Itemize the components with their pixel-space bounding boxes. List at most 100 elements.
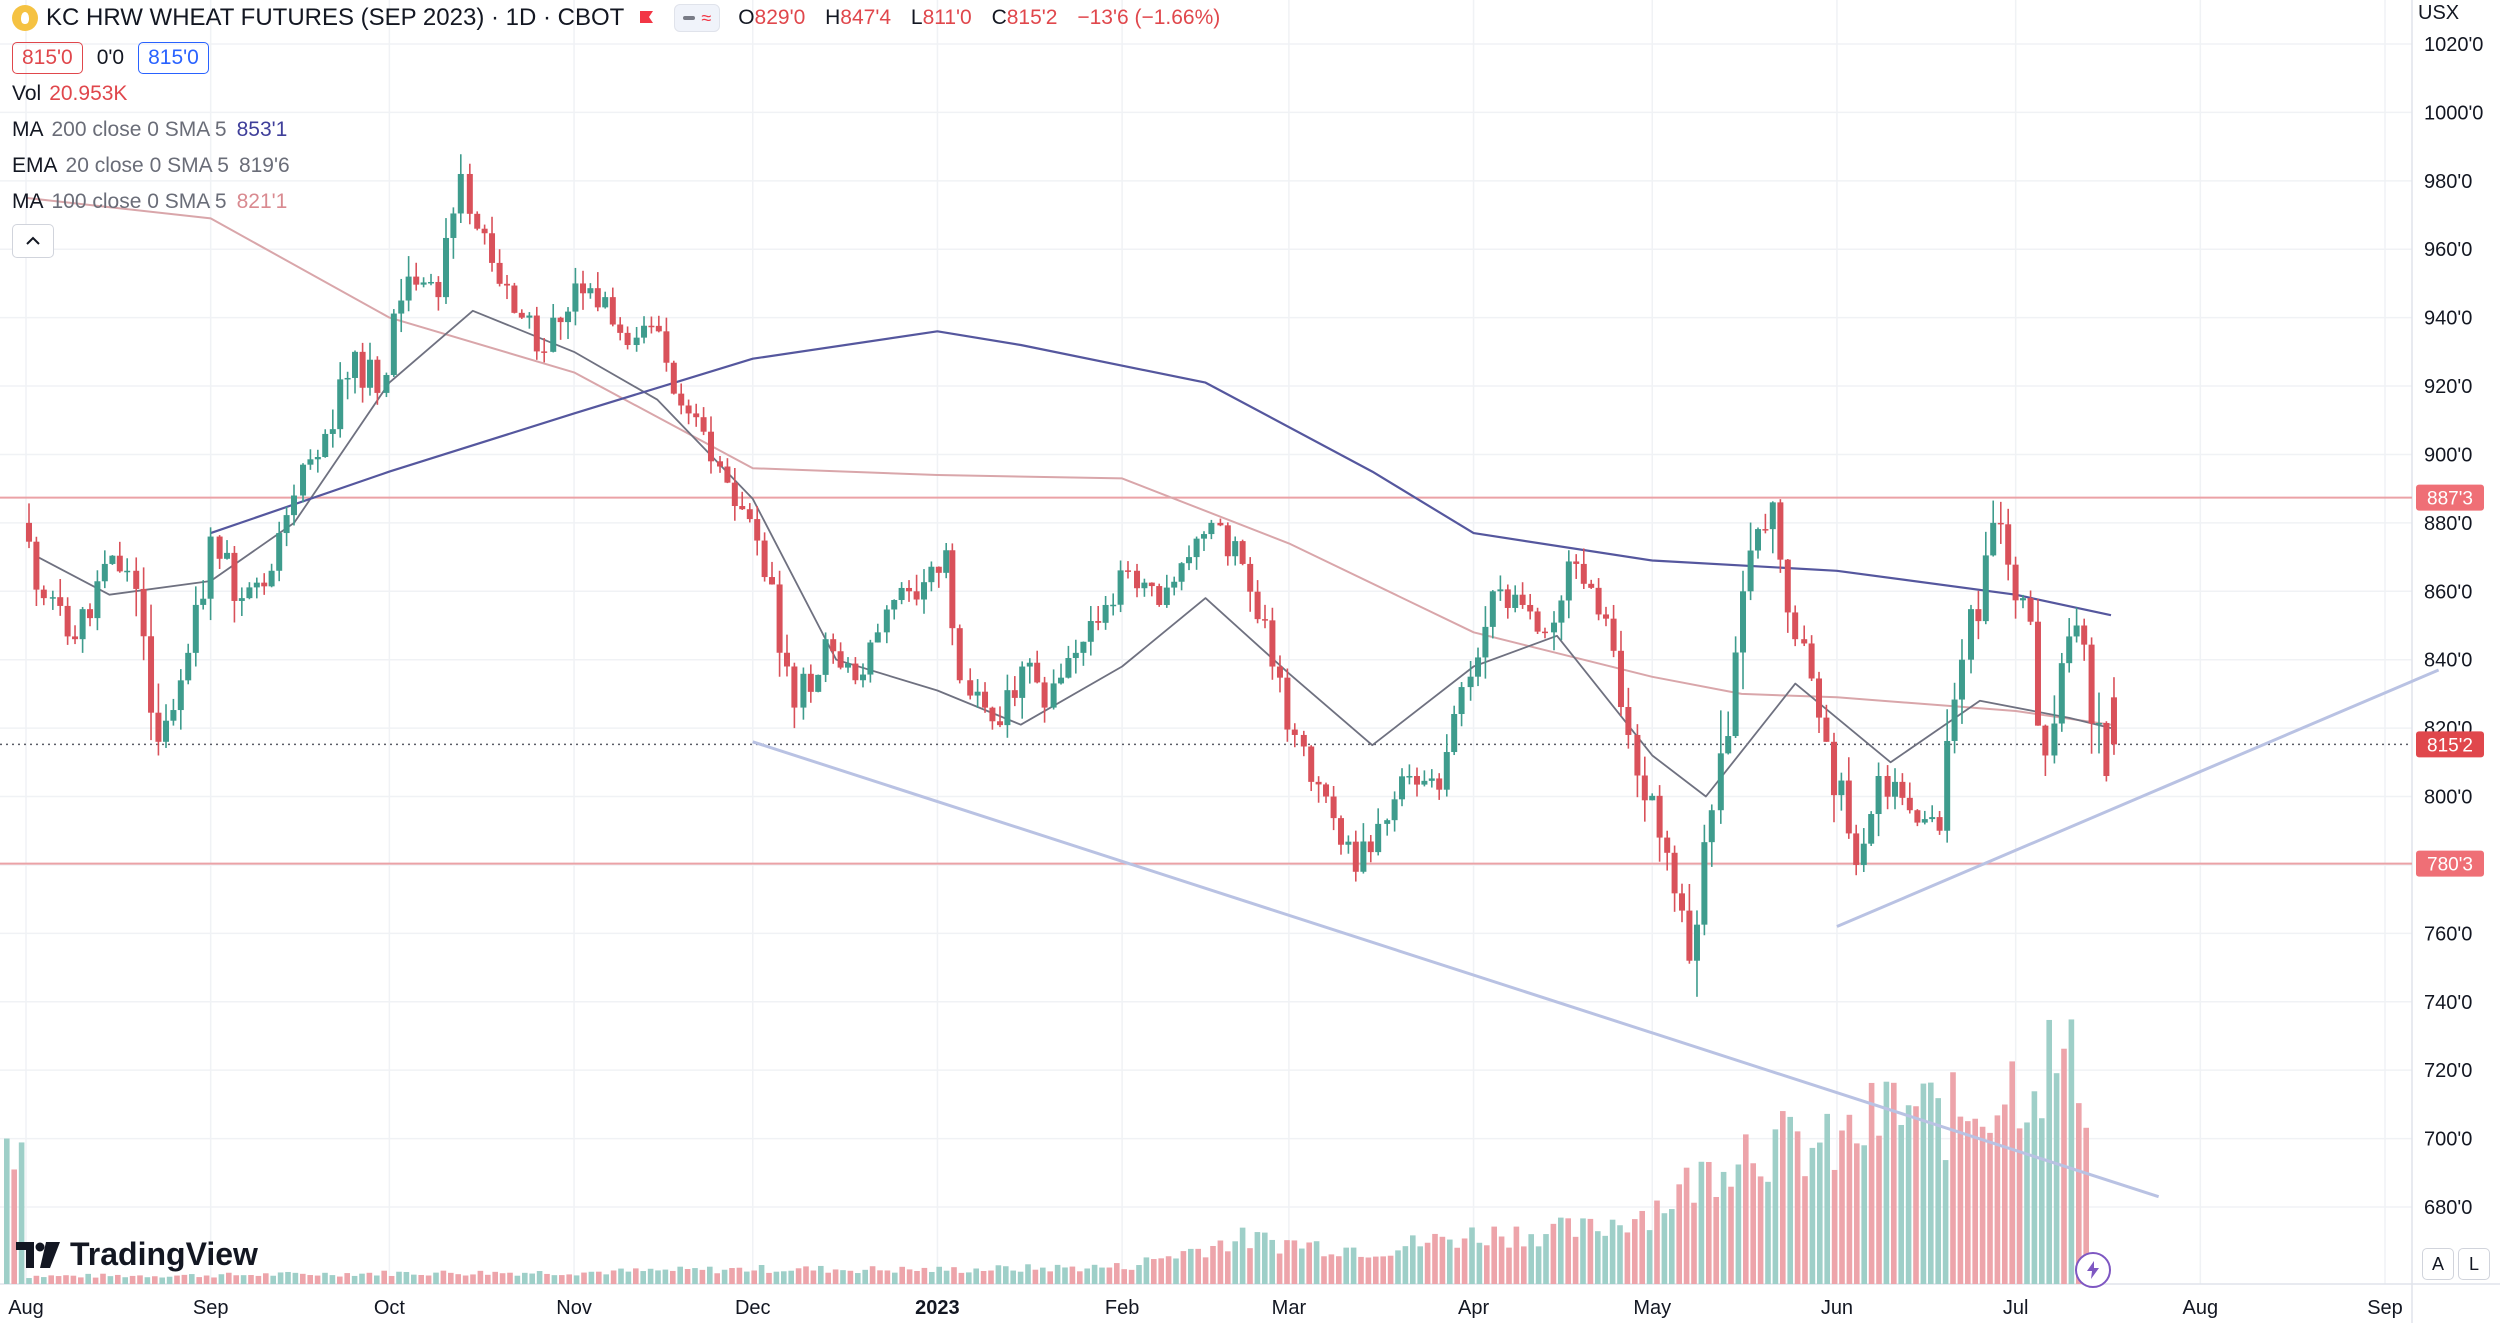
volume-bar: [2068, 1019, 2075, 1284]
volume-bar: [499, 1273, 506, 1284]
candle-body: [1868, 814, 1875, 844]
lightning-icon[interactable]: [2075, 1252, 2111, 1288]
price-tick-label: 860'0: [2424, 581, 2472, 603]
candle-body: [1951, 699, 1958, 741]
candle-body: [2012, 564, 2019, 601]
candle-body: [1551, 622, 1558, 633]
volume-bar: [1935, 1098, 1941, 1284]
candle-body: [1384, 820, 1391, 824]
sell-price-button[interactable]: 815'0: [12, 42, 83, 74]
candle-body: [565, 311, 572, 323]
candle-body: [1141, 582, 1148, 589]
volume-bar: [1550, 1223, 1557, 1284]
ma100-legend[interactable]: MA 100 close 0 SMA 5 821'1: [12, 190, 288, 213]
volume-bar: [899, 1266, 905, 1284]
candle-body: [1482, 626, 1489, 658]
volume-bar: [1077, 1271, 1083, 1284]
volume-bar: [1957, 1116, 1964, 1284]
price-tick-label: 840'0: [2424, 650, 2472, 672]
volume-bar: [470, 1274, 476, 1284]
price-tag-box: [2416, 850, 2484, 877]
candle-body: [1163, 587, 1170, 605]
volume-bar: [1099, 1267, 1105, 1284]
candle-body: [1254, 591, 1261, 620]
candle-body: [72, 636, 79, 640]
candle-body: [967, 680, 974, 696]
candle-body: [557, 317, 564, 323]
volume-bar: [1484, 1245, 1490, 1284]
volume-bar: [825, 1272, 831, 1284]
candle-body: [300, 464, 307, 496]
ema20-legend[interactable]: EMA 20 close 0 SMA 5 819'6: [12, 154, 290, 177]
volume-bar: [374, 1275, 380, 1284]
volume-bar: [1580, 1218, 1586, 1284]
log-scale-button[interactable]: L: [2458, 1248, 2490, 1280]
candle-body: [830, 639, 837, 652]
volume-bar: [1913, 1106, 1919, 1284]
volume-bar: [2031, 1091, 2038, 1284]
candle-body: [1792, 612, 1799, 640]
candle-body: [1291, 729, 1298, 735]
volume-bar: [1454, 1247, 1460, 1284]
volume-bar: [736, 1267, 743, 1284]
auto-scale-button[interactable]: A: [2422, 1248, 2454, 1280]
candle-body: [1944, 740, 1951, 831]
collapse-legend-button[interactable]: [12, 224, 54, 258]
volume-bar: [566, 1274, 572, 1284]
hide-legend-toggle[interactable]: ≈: [674, 4, 721, 32]
volume-bar: [1794, 1131, 1801, 1284]
volume-bar: [115, 1274, 121, 1284]
tradingview-logo[interactable]: TradingView: [16, 1236, 258, 1273]
candle-body: [253, 582, 260, 588]
volume-bar: [1839, 1130, 1845, 1284]
open-value: 829'0: [754, 6, 806, 29]
candle-body: [700, 417, 707, 432]
candle-body: [943, 550, 950, 573]
volume-legend[interactable]: Vol 20.953K: [12, 82, 128, 105]
price-tick-label: 980'0: [2424, 171, 2472, 193]
candle-body: [776, 584, 783, 653]
candle-body: [1026, 662, 1033, 667]
candle-body: [807, 673, 814, 692]
candle-body: [883, 609, 890, 633]
candle-body: [1467, 676, 1474, 688]
candle-body: [1458, 687, 1465, 715]
volume-bar: [1025, 1264, 1031, 1284]
volume-bar: [1809, 1147, 1816, 1284]
candle-body: [859, 674, 866, 681]
candle-body: [1315, 781, 1322, 785]
volume-bar: [832, 1269, 839, 1284]
volume-bar: [2039, 1118, 2045, 1284]
ma100-line: [25, 196, 2112, 726]
candle-body: [405, 276, 412, 301]
volume-bar: [174, 1275, 180, 1284]
currency-unit[interactable]: USX: [2418, 2, 2460, 24]
symbol-title[interactable]: KC HRW WHEAT FUTURES (SEP 2023) · 1D · C…: [46, 4, 625, 31]
candle-body: [1884, 776, 1891, 797]
ma200-legend[interactable]: MA 200 close 0 SMA 5 853'1: [12, 118, 288, 141]
candle-body: [2027, 598, 2034, 622]
volume-bar: [966, 1272, 972, 1284]
candle-body: [989, 707, 996, 722]
volume-bar: [1188, 1248, 1194, 1284]
volume-bar: [1291, 1240, 1298, 1284]
candle-body: [949, 550, 956, 629]
candle-body: [580, 283, 587, 294]
volume-bar: [85, 1273, 91, 1284]
volume-bar: [1262, 1232, 1268, 1284]
candle-body: [1671, 852, 1678, 894]
ohlc-readout: O829'0 H847'4 L811'0 C815'2 −13'6 (−1.66…: [738, 6, 1221, 29]
candle-body: [140, 588, 147, 637]
volume-bar: [1617, 1225, 1623, 1284]
volume-bar: [1136, 1265, 1142, 1284]
candle-body: [1080, 641, 1087, 653]
candle-body: [290, 495, 297, 516]
candle-body: [1693, 924, 1700, 961]
volume-bar: [1269, 1239, 1275, 1284]
buy-price-button[interactable]: 815'0: [138, 42, 209, 74]
flag-icon[interactable]: [638, 9, 656, 27]
price-tick-label: 740'0: [2424, 992, 2472, 1014]
volume-bar: [492, 1271, 498, 1284]
candle-body: [1186, 557, 1193, 564]
